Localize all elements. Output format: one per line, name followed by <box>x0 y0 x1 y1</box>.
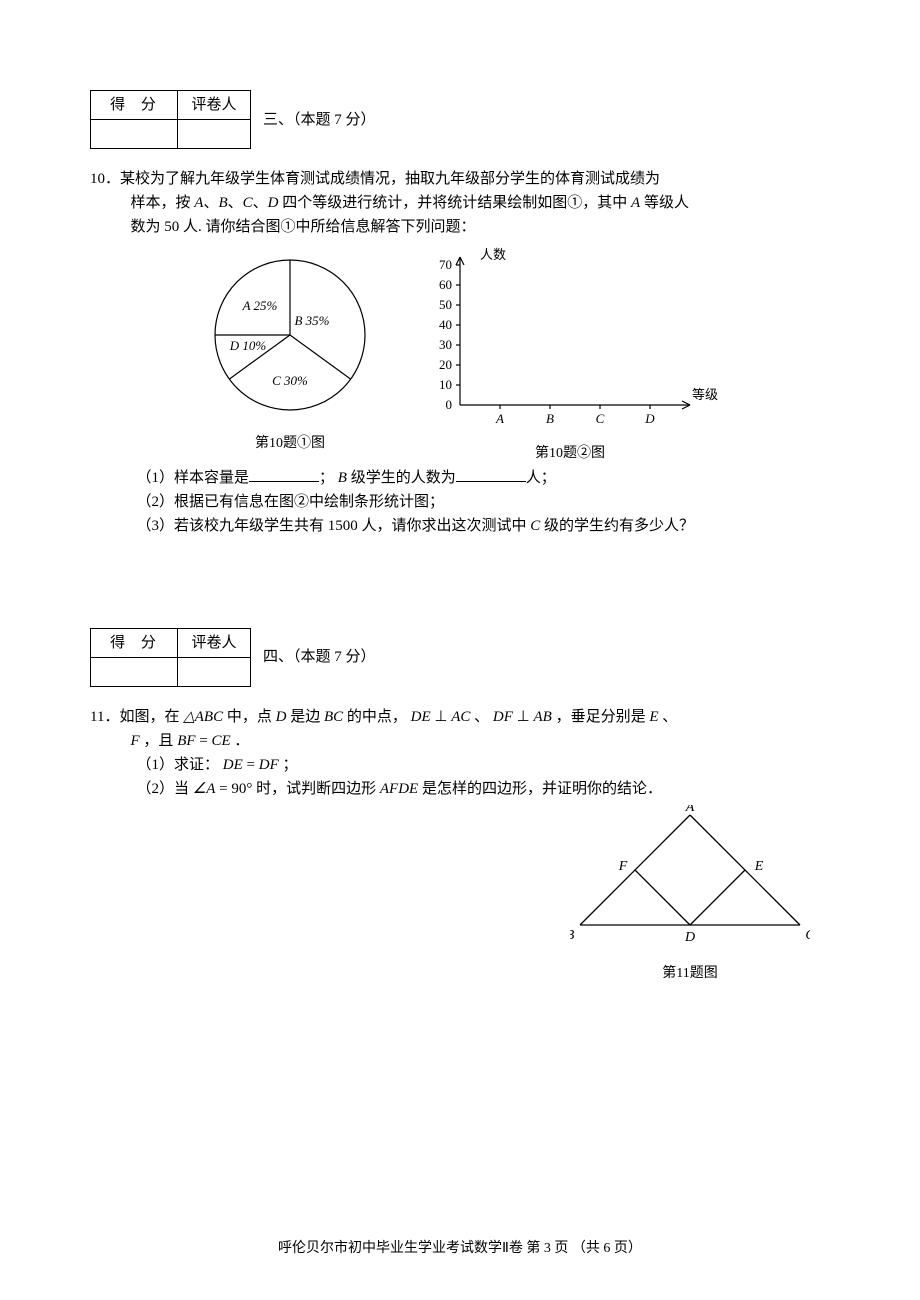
pie-svg: A 25% B 35% C 30% D 10% <box>200 245 380 425</box>
section-4-header: 得 分 评卷人 四、（本题 7 分） <box>90 628 830 687</box>
question-10: 10．某校为了解九年级学生体育测试成绩情况，抽取九年级部分学生的体育测试成绩为 … <box>90 167 830 538</box>
svg-text:C 30%: C 30% <box>272 373 308 388</box>
blank-2[interactable] <box>456 466 526 482</box>
svg-text:人数: 人数 <box>480 247 506 262</box>
svg-text:50: 50 <box>439 297 452 312</box>
pie-chart: A 25% B 35% C 30% D 10% 第10题①图 <box>200 245 380 466</box>
section-4-label: 四、（本题 7 分） <box>263 645 376 669</box>
svg-text:B: B <box>570 928 575 943</box>
score-table-4: 得 分 评卷人 <box>90 628 251 687</box>
tri-svg: A B C D F E <box>570 805 810 955</box>
q10-num: 10． <box>90 171 120 187</box>
q10-sub3: （3）若该校九年级学生共有 1500 人，请你求出这次测试中 C 级的学生约有多… <box>90 514 830 538</box>
svg-text:F: F <box>618 859 628 874</box>
blank-1[interactable] <box>249 466 319 482</box>
section-3-label: 三、（本题 7 分） <box>263 108 376 132</box>
svg-text:A 25%: A 25% <box>242 298 278 313</box>
svg-text:D 10%: D 10% <box>229 338 267 353</box>
q11-sub2: （2）当 ∠A = 90° 时，试判断四边形 AFDE 是怎样的四边形，并证明你… <box>90 777 830 801</box>
svg-text:A: A <box>685 805 695 815</box>
svg-text:20: 20 <box>439 357 452 372</box>
svg-text:C: C <box>596 411 605 426</box>
svg-text:60: 60 <box>439 277 452 292</box>
section-3-header: 得 分 评卷人 三、（本题 7 分） <box>90 90 830 149</box>
svg-text:D: D <box>684 930 695 945</box>
svg-text:10: 10 <box>439 377 452 392</box>
tri-caption: 第11题图 <box>570 963 810 985</box>
score-col2b: 评卷人 <box>178 628 251 657</box>
q10-sub1: （1）样本容量是； B 级学生的人数为人； <box>90 466 830 490</box>
bar-chart: 0 10 20 30 40 50 60 70 A B C D 人数等级 第10题②图 <box>420 245 720 466</box>
question-11: 11．如图，在 △ABC 中，点 D 是边 BC 的中点， DE ⊥ AC 、 … <box>90 705 830 985</box>
triangle-figure: A B C D F E 第11题图 <box>90 805 830 985</box>
svg-text:D: D <box>644 411 655 426</box>
svg-text:B: B <box>546 411 554 426</box>
bar-caption: 第10题②图 <box>420 443 720 465</box>
svg-text:0: 0 <box>446 397 453 412</box>
q11-sub1: （1）求证： DE = DF ； <box>90 753 830 777</box>
score-table-3: 得 分 评卷人 <box>90 90 251 149</box>
svg-text:E: E <box>754 859 764 874</box>
svg-text:等级: 等级 <box>692 387 718 402</box>
q10-sub2: （2）根据已有信息在图②中绘制条形统计图； <box>90 490 830 514</box>
q10-charts: A 25% B 35% C 30% D 10% 第10题①图 0 10 20 30 40 50 6… <box>90 245 830 466</box>
svg-text:C: C <box>805 928 810 943</box>
score-col2: 评卷人 <box>178 91 251 120</box>
svg-text:40: 40 <box>439 317 452 332</box>
pie-caption: 第10题①图 <box>200 433 380 455</box>
bar-svg: 0 10 20 30 40 50 60 70 A B C D 人数等级 <box>420 245 720 435</box>
score-col1: 得 分 <box>91 91 178 120</box>
svg-text:B 35%: B 35% <box>294 313 329 328</box>
svg-text:A: A <box>495 411 504 426</box>
svg-text:70: 70 <box>439 257 452 272</box>
score-col1b: 得 分 <box>91 628 178 657</box>
q11-num: 11． <box>90 709 119 725</box>
svg-text:30: 30 <box>439 337 452 352</box>
page-footer: 呼伦贝尔市初中毕业生学业考试数学Ⅱ卷 第 3 页 （共 6 页） <box>0 1238 920 1260</box>
